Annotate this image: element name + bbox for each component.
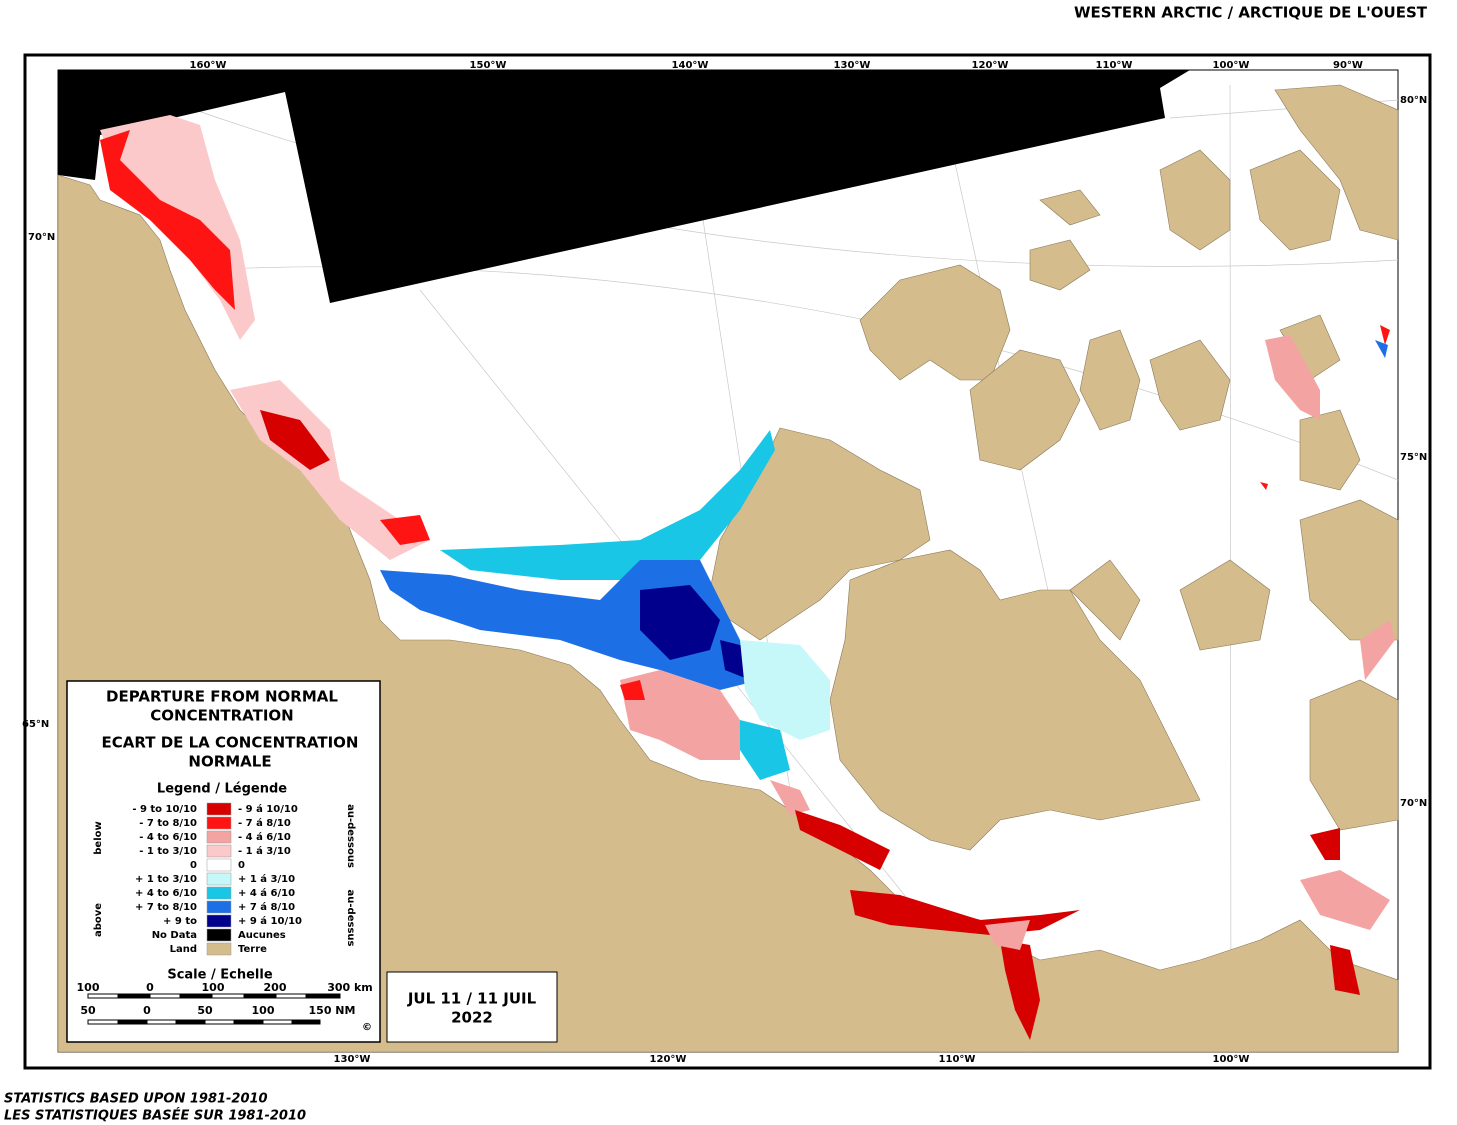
- scale-label: 150 NM: [309, 1004, 356, 1017]
- copyright: ©: [362, 1022, 372, 1033]
- legend-label: - 4 á 6/10: [238, 831, 291, 843]
- legend-swatch: [206, 872, 232, 886]
- scale-label: 100: [252, 1004, 275, 1017]
- legend-swatch: [206, 942, 232, 956]
- legend-label: 0: [238, 860, 245, 871]
- legend-label: + 4 to 6/10: [135, 888, 197, 899]
- longitude-label: 110°W: [1096, 60, 1133, 71]
- latitude-label: 70°N: [28, 232, 55, 243]
- legend-title: DEPARTURE FROM NORMAL: [106, 688, 338, 706]
- latitude-label: 75°N: [1400, 452, 1427, 463]
- legend-swatch: [206, 802, 232, 816]
- legend-label: No Data: [152, 930, 197, 941]
- legend-label: 0: [190, 860, 197, 871]
- side-label: below: [93, 821, 104, 854]
- legend-label: + 1 á 3/10: [238, 873, 295, 885]
- graticule-labels: 160°W 150°W 140°W 130°W 120°W 110°W 100°…: [22, 60, 1427, 1065]
- longitude-label: 90°W: [1333, 60, 1363, 71]
- date-box: JUL 11 / 11 JUIL 2022: [386, 971, 558, 1043]
- legend-label: + 7 to 8/10: [135, 902, 197, 913]
- longitude-label: 150°W: [470, 60, 507, 71]
- legend-label: + 9 to: [163, 916, 197, 927]
- footer: STATISTICS BASED UPON 1981-2010: [4, 1092, 268, 1107]
- scale-label: 0: [146, 981, 154, 994]
- side-label: au-dessous: [345, 804, 356, 868]
- legend-title: CONCENTRATION: [150, 707, 293, 725]
- legend-label: + 4 á 6/10: [238, 887, 295, 899]
- scale-label: 100: [202, 981, 225, 994]
- latitude-label: 65°N: [22, 719, 49, 730]
- legend-label: + 7 á 8/10: [238, 901, 295, 913]
- legend-swatch: [206, 830, 232, 844]
- chart-title: WESTERN ARCTIC / ARCTIQUE DE L'OUEST: [1074, 4, 1428, 22]
- longitude-label: 110°W: [939, 1054, 976, 1065]
- legend-label: Aucunes: [238, 930, 286, 941]
- scale-label: 0: [143, 1004, 151, 1017]
- legend-label: Land: [170, 944, 197, 955]
- legend-swatch: [206, 844, 232, 858]
- legend-label: + 1 to 3/10: [135, 874, 197, 885]
- latitude-label: 70°N: [1400, 798, 1427, 809]
- legend-title-fr: NORMALE: [188, 753, 271, 771]
- longitude-label: 130°W: [834, 60, 871, 71]
- legend-swatch: [206, 886, 232, 900]
- longitude-label: 100°W: [1213, 1054, 1250, 1065]
- legend-swatch: [206, 858, 232, 872]
- side-label: above: [93, 903, 104, 937]
- footer: LES STATISTIQUES BASÉE SUR 1981-2010: [4, 1108, 306, 1124]
- longitude-label: 120°W: [650, 1054, 687, 1065]
- longitude-label: 120°W: [972, 60, 1009, 71]
- scale-label: 200: [264, 981, 287, 994]
- legend: DEPARTURE FROM NORMAL CONCENTRATION ECAR…: [66, 680, 381, 1043]
- scale-label: 300 km: [327, 981, 373, 994]
- side-label: au-dessus: [345, 890, 356, 947]
- legend-label: Terre: [238, 944, 267, 955]
- legend-label: - 1 á 3/10: [238, 845, 291, 857]
- legend-swatch: [206, 816, 232, 830]
- legend-label: - 7 to 8/10: [139, 818, 197, 829]
- date: 2022: [451, 1009, 493, 1027]
- longitude-label: 140°W: [672, 60, 709, 71]
- legend-label: - 4 to 6/10: [139, 832, 197, 843]
- legend-label: - 1 to 3/10: [139, 846, 197, 857]
- legend-label: - 9 á 10/10: [238, 803, 298, 815]
- date: JUL 11 / 11 JUIL: [407, 990, 537, 1008]
- scale-label: 50: [80, 1004, 96, 1017]
- legend-label: - 7 á 8/10: [238, 817, 291, 829]
- legend-label: + 9 á 10/10: [238, 915, 302, 927]
- legend-swatch: [206, 900, 232, 914]
- legend-label: - 9 to 10/10: [132, 804, 197, 815]
- legend-title-fr: ECART DE LA CONCENTRATION: [102, 734, 359, 752]
- scale-title: Scale / Echelle: [167, 968, 272, 983]
- scale-label: 50: [197, 1004, 213, 1017]
- latitude-label: 80°N: [1400, 95, 1427, 106]
- longitude-label: 100°W: [1213, 60, 1250, 71]
- legend-swatch: [206, 914, 232, 928]
- scale-bar: [87, 993, 341, 1025]
- legend-swatch: [206, 928, 232, 942]
- longitude-label: 130°W: [334, 1054, 371, 1065]
- longitude-label: 160°W: [190, 60, 227, 71]
- scale-label: 100: [77, 981, 100, 994]
- legend-heading: Legend / Légende: [157, 782, 287, 797]
